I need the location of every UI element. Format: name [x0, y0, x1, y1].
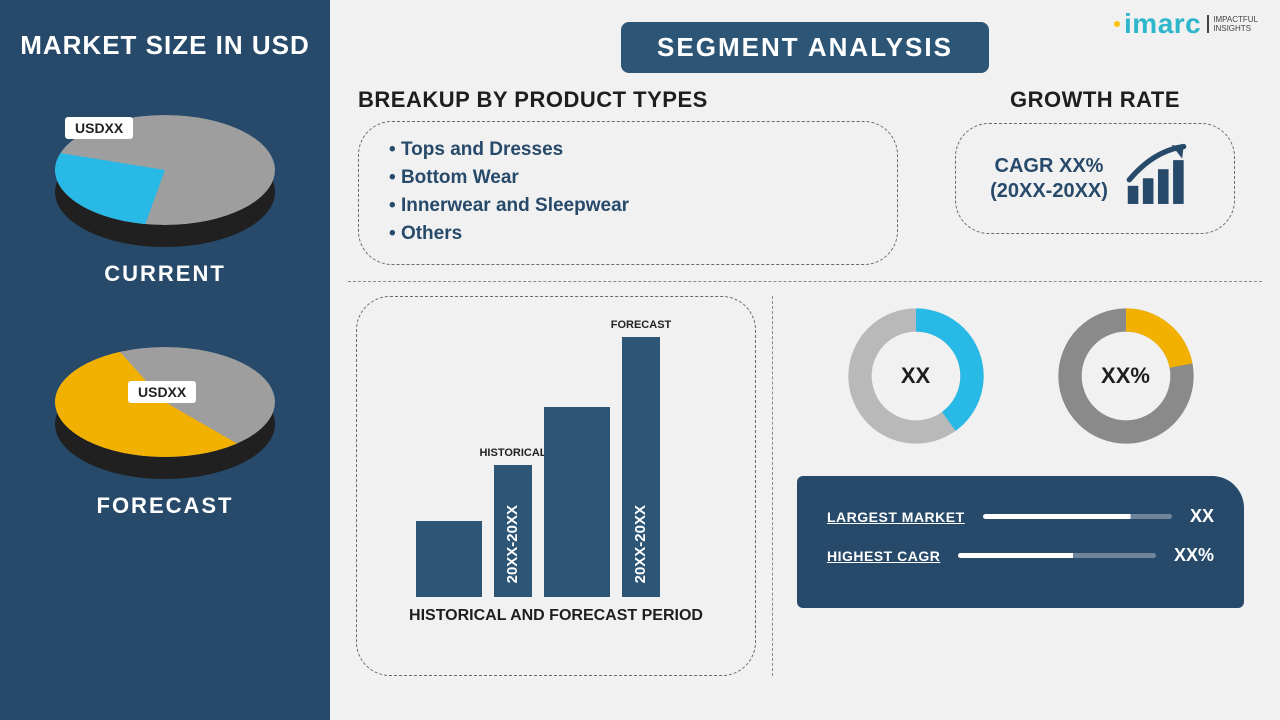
breakup-title: BREAKUP BY PRODUCT TYPES [358, 87, 898, 113]
logo-tagline: IMPACTFULINSIGHTS [1207, 15, 1258, 33]
breakup-block: BREAKUP BY PRODUCT TYPES Tops and Dresse… [358, 87, 898, 265]
product-list: Tops and DressesBottom WearInnerwear and… [389, 136, 867, 248]
metric-row: HIGHEST CAGR XX% [827, 545, 1214, 566]
pie-forecast: USDXX [40, 321, 290, 481]
vertical-divider [772, 296, 773, 676]
product-list-item: Tops and Dresses [389, 136, 867, 164]
bottom-right-column: XX XX% LARGEST MARKET XX HIGHEST CAGR XX% [789, 296, 1262, 676]
donut-right-value: XX% [1056, 306, 1196, 446]
metric-value: XX [1190, 506, 1214, 527]
breakup-box: Tops and DressesBottom WearInnerwear and… [358, 121, 898, 265]
bar [544, 407, 610, 597]
donut-row: XX XX% [797, 306, 1244, 446]
metric-bar [958, 553, 1156, 558]
left-title: MARKET SIZE IN USD [20, 30, 310, 61]
metric-row: LARGEST MARKET XX [827, 506, 1214, 527]
logo-word: imarc [1124, 8, 1201, 40]
donut-left-value: XX [846, 306, 986, 446]
bar-chart-card: HISTORICAL 20XX-20XX FORECAST 20XX-20XX HIS… [356, 296, 756, 676]
growth-chart-icon [1122, 142, 1200, 215]
bar-chart-area: HISTORICAL 20XX-20XX FORECAST 20XX-20XX [396, 317, 716, 597]
bar-tag: HISTORICAL [479, 447, 546, 459]
bar-chart-label: HISTORICAL AND FORECAST PERIOD [409, 607, 703, 625]
right-panel: imarc IMPACTFULINSIGHTS SEGMENT ANALYSIS… [330, 0, 1280, 720]
metric-panel: LARGEST MARKET XX HIGHEST CAGR XX% [797, 476, 1244, 608]
metric-value: XX% [1174, 545, 1214, 566]
brand-logo: imarc IMPACTFULINSIGHTS [1114, 8, 1258, 40]
growth-block: GROWTH RATE CAGR XX%(20XX-20XX) [938, 87, 1252, 234]
growth-title: GROWTH RATE [1010, 87, 1180, 113]
product-list-item: Innerwear and Sleepwear [389, 192, 867, 220]
pie-forecast-label: FORECAST [97, 493, 234, 519]
growth-text: CAGR XX%(20XX-20XX) [990, 154, 1108, 204]
pie-current-label: CURRENT [104, 261, 226, 287]
page: MARKET SIZE IN USD USDXX CURRENT USDXX F… [0, 0, 1280, 720]
product-list-item: Others [389, 220, 867, 248]
product-list-item: Bottom Wear [389, 164, 867, 192]
bar-period-label: 20XX-20XX [632, 505, 649, 583]
bottom-row: HISTORICAL 20XX-20XX FORECAST 20XX-20XX HIS… [348, 296, 1262, 676]
donut-right: XX% [1056, 306, 1196, 446]
metric-bar [983, 514, 1172, 519]
pie-current-badge: USDXX [65, 117, 133, 139]
metric-label: HIGHEST CAGR [827, 548, 940, 564]
bar-tag: FORECAST [611, 319, 672, 331]
top-row: BREAKUP BY PRODUCT TYPES Tops and Dresse… [348, 87, 1262, 265]
bar [416, 521, 482, 597]
growth-box: CAGR XX%(20XX-20XX) [955, 123, 1235, 234]
pie-forecast-badge: USDXX [128, 381, 196, 403]
donut-left: XX [846, 306, 986, 446]
segment-title: SEGMENT ANALYSIS [621, 22, 989, 73]
left-panel: MARKET SIZE IN USD USDXX CURRENT USDXX F… [0, 0, 330, 720]
pie-current: USDXX [40, 89, 290, 249]
horizontal-divider [348, 281, 1262, 282]
logo-dot-icon [1114, 21, 1120, 27]
metric-label: LARGEST MARKET [827, 509, 965, 525]
bar-period-label: 20XX-20XX [504, 505, 521, 583]
